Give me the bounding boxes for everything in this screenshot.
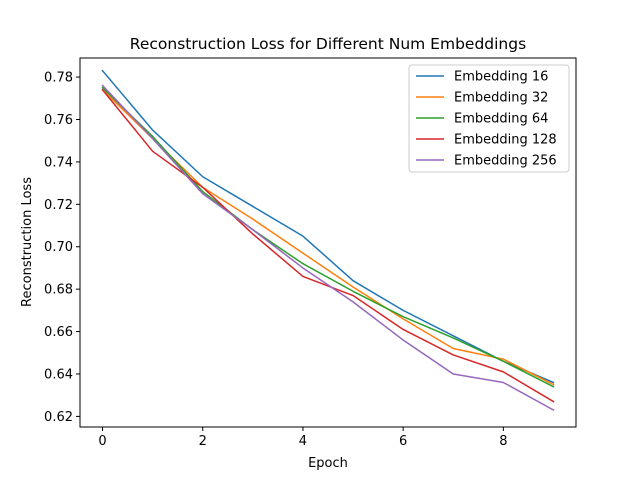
x-tick-label: 4 <box>299 434 307 449</box>
series-line-4 <box>101 88 555 403</box>
y-tick-label: 0.76 <box>44 113 73 128</box>
legend: Embedding 16 Embedding 32 Embedding 64 Embe… <box>408 64 570 173</box>
series-line-3 <box>101 86 555 388</box>
x-axis-label: Epoch <box>308 456 348 471</box>
series-layer <box>101 69 555 412</box>
legend-frame <box>408 64 570 173</box>
legend-label-1: Embedding 16 <box>454 70 548 85</box>
y-axis-ticks: 0.62 0.64 0.66 0.68 0.70 0.72 0.74 0.76 0.78 <box>44 71 80 425</box>
y-tick-label: 0.72 <box>44 198 73 213</box>
y-tick-label: 0.68 <box>44 283 73 298</box>
y-tick-label: 0.66 <box>44 325 73 340</box>
x-tick-label: 2 <box>199 434 207 449</box>
x-axis-ticks: 0 2 4 6 8 <box>98 427 507 449</box>
y-tick-label: 0.78 <box>44 71 73 86</box>
legend-label-3: Embedding 64 <box>454 112 548 127</box>
y-tick-label: 0.74 <box>44 155 73 170</box>
x-tick-label: 6 <box>399 434 407 449</box>
chart-title: Reconstruction Loss for Different Num Em… <box>130 35 526 53</box>
y-tick-label: 0.70 <box>44 240 73 255</box>
x-tick-label: 8 <box>499 434 507 449</box>
legend-label-4: Embedding 128 <box>454 133 557 148</box>
y-tick-label: 0.64 <box>44 367 73 382</box>
plot-frame <box>79 57 577 428</box>
legend-label-2: Embedding 32 <box>454 91 548 106</box>
y-axis-label: Reconstruction Loss <box>20 177 35 307</box>
series-line-1 <box>101 69 555 384</box>
y-tick-label: 0.62 <box>44 410 73 425</box>
series-line-5 <box>101 84 555 412</box>
legend-label-5: Embedding 256 <box>454 154 557 169</box>
x-tick-label: 0 <box>98 434 106 449</box>
